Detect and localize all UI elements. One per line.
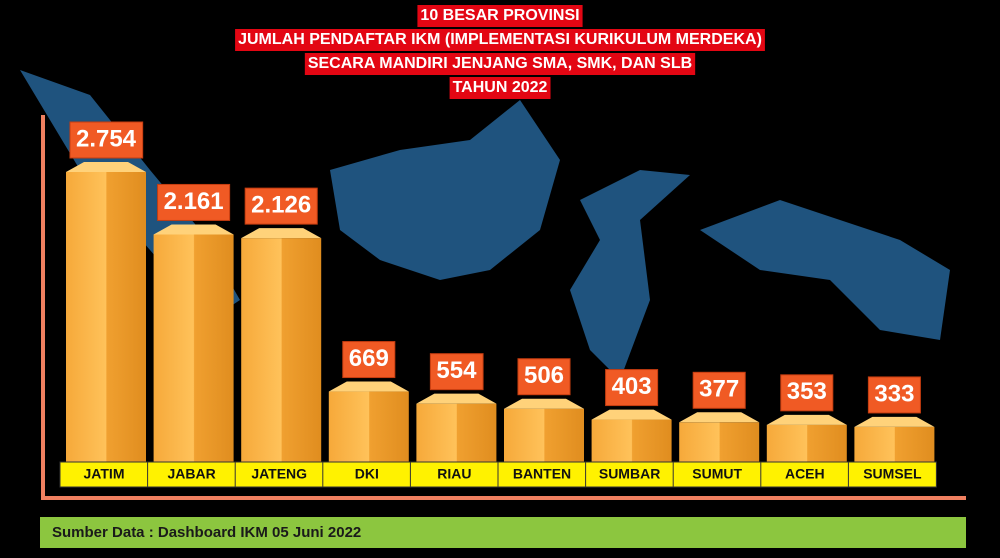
bar-top bbox=[416, 393, 497, 404]
category-box bbox=[409, 461, 499, 488]
value-label-box bbox=[244, 187, 318, 225]
category-label: SUMBAR bbox=[599, 466, 660, 482]
bar-top bbox=[66, 162, 146, 172]
category-label: JABAR bbox=[167, 466, 215, 482]
bar bbox=[66, 172, 146, 462]
category-label: JATIM bbox=[84, 466, 125, 482]
value-label-box bbox=[517, 358, 571, 396]
category-box bbox=[497, 461, 587, 488]
category-label: RIAU bbox=[437, 466, 471, 482]
title-box bbox=[235, 29, 765, 51]
category-box bbox=[322, 461, 412, 488]
bar bbox=[153, 234, 234, 462]
value-label: 2.126 bbox=[251, 191, 311, 218]
title-box bbox=[449, 77, 551, 99]
bar-top bbox=[153, 224, 234, 235]
category-box bbox=[672, 461, 762, 488]
category-label: ACEH bbox=[785, 466, 825, 482]
category-label: DKI bbox=[355, 466, 379, 482]
category-box bbox=[847, 461, 937, 488]
bar bbox=[328, 391, 409, 462]
value-label-box bbox=[429, 353, 484, 391]
bar-top bbox=[504, 398, 584, 409]
value-label-box bbox=[605, 369, 659, 407]
category-label: SUMUT bbox=[692, 466, 742, 482]
value-label: 377 bbox=[699, 376, 739, 403]
value-label-box bbox=[692, 371, 746, 409]
title-line: SECARA MANDIRI JENJANG SMA, SMK, DAN SLB bbox=[308, 55, 692, 72]
value-label: 554 bbox=[436, 357, 477, 384]
bar bbox=[416, 403, 497, 462]
bar-top bbox=[591, 409, 672, 420]
title-group: 10 BESAR PROVINSI JUMLAH PENDAFTAR IKM (I… bbox=[235, 5, 765, 99]
bar-top bbox=[854, 416, 935, 427]
value-label: 506 bbox=[524, 362, 564, 389]
value-label-box bbox=[867, 376, 921, 414]
category-box bbox=[760, 461, 850, 488]
category-box bbox=[59, 461, 149, 488]
value-label: 2.161 bbox=[164, 188, 224, 215]
category-box bbox=[147, 461, 237, 488]
title-box bbox=[304, 53, 696, 75]
value-label: 669 bbox=[349, 345, 389, 372]
bar-top bbox=[328, 381, 409, 392]
value-label: 403 bbox=[612, 373, 652, 400]
category-label: SUMSEL bbox=[863, 466, 922, 482]
value-label-box bbox=[780, 374, 834, 412]
value-label-box bbox=[157, 183, 231, 221]
category-box bbox=[234, 461, 324, 488]
bar bbox=[854, 426, 935, 462]
category-label: JATENG bbox=[251, 466, 307, 482]
title-box bbox=[417, 5, 583, 27]
bar bbox=[591, 419, 672, 462]
bar bbox=[766, 424, 847, 462]
value-label: 333 bbox=[874, 380, 914, 407]
title-line: JUMLAH PENDAFTAR IKM (IMPLEMENTASI KURIK… bbox=[238, 31, 762, 48]
bar-top bbox=[679, 412, 760, 423]
bar bbox=[241, 238, 322, 462]
source-box bbox=[40, 517, 966, 548]
value-label-box bbox=[69, 121, 144, 159]
bar-top bbox=[241, 228, 322, 239]
bar-top bbox=[766, 414, 847, 425]
title-line: TAHUN 2022 bbox=[453, 79, 548, 96]
title-line: 10 BESAR PROVINSI bbox=[420, 7, 579, 24]
value-label-box bbox=[342, 341, 396, 379]
value-label: 353 bbox=[787, 378, 827, 405]
category-label: BANTEN bbox=[513, 466, 571, 482]
bar bbox=[679, 422, 760, 462]
source: Sumber Data : Dashboard IKM 05 Juni 2022 bbox=[52, 524, 361, 541]
value-label: 2.754 bbox=[76, 125, 137, 152]
bar bbox=[504, 408, 584, 462]
